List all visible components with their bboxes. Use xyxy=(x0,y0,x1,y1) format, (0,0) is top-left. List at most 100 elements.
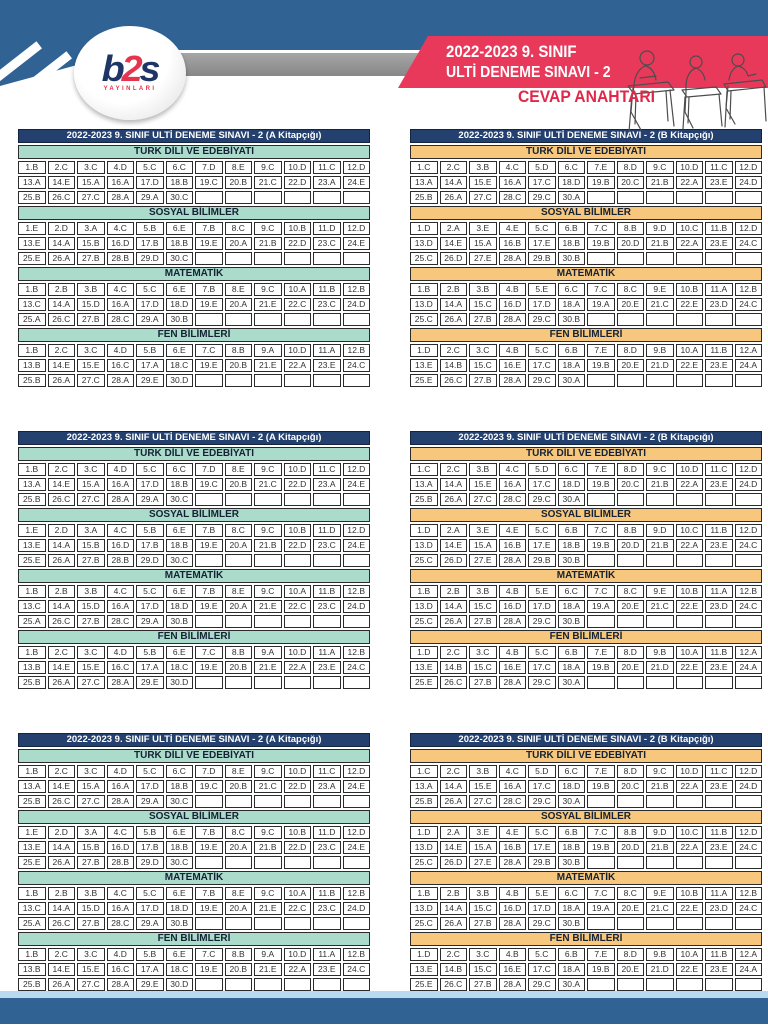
answer-cell: 5.D xyxy=(528,765,556,778)
answer-cell: 18.B xyxy=(165,237,193,250)
empty-cell xyxy=(283,615,311,628)
answer-cell: 18.D xyxy=(557,780,585,793)
answer-cell: 26.A xyxy=(47,374,75,387)
answer-cell: 16.D xyxy=(106,237,134,250)
answer-cell: 23.E xyxy=(705,780,733,793)
answer-cell: 21.B xyxy=(254,539,282,552)
answer-cell: 17.D xyxy=(136,600,164,613)
answer-cell: 29.E xyxy=(136,676,164,689)
answer-cell: 17.A xyxy=(136,963,164,976)
answer-key-table-b-copy1: 2022-2023 9. SINIF ULTİ DENEME SINAVI - … xyxy=(408,127,764,389)
answer-cell: 26.A xyxy=(439,191,467,204)
empty-cell xyxy=(705,191,733,204)
answer-cell: 27.B xyxy=(469,676,497,689)
answer-cell: 9.C xyxy=(254,765,282,778)
answer-cell: 14.E xyxy=(47,478,75,491)
answer-cell: 1.B xyxy=(18,463,46,476)
answer-cell: 22.C xyxy=(283,298,311,311)
answer-cell: 4.C xyxy=(106,283,134,296)
answer-cell: 19.B xyxy=(587,661,615,674)
answer-cell: 13.B xyxy=(18,359,46,372)
answer-cell: 6.C xyxy=(557,765,585,778)
answer-cell: 6.C xyxy=(165,463,193,476)
table-title: 2022-2023 9. SINIF ULTİ DENEME SINAVI - … xyxy=(410,129,762,143)
answer-cell: 1.E xyxy=(18,524,46,537)
empty-cell xyxy=(734,615,762,628)
answer-key-label: CEVAP ANAHTARI xyxy=(517,88,655,106)
answer-cell: 25.B xyxy=(18,493,46,506)
answer-cell: 20.A xyxy=(224,237,252,250)
answer-cell: 19.A xyxy=(587,298,615,311)
answer-cell: 23.C xyxy=(313,600,341,613)
empty-cell xyxy=(254,554,282,567)
empty-cell xyxy=(254,615,282,628)
answer-cell: 13.A xyxy=(410,780,438,793)
answer-cell: 17.A xyxy=(136,359,164,372)
empty-cell xyxy=(616,313,644,326)
answer-cell: 8.C xyxy=(224,222,252,235)
empty-cell xyxy=(675,493,703,506)
answer-cell: 19.E xyxy=(195,359,223,372)
answer-cell: 24.E xyxy=(342,539,370,552)
answer-cell: 22.C xyxy=(283,902,311,915)
answer-cell: 30.A xyxy=(557,795,585,808)
empty-cell xyxy=(705,676,733,689)
answer-cell: 25.A xyxy=(18,313,46,326)
answer-cell: 10.D xyxy=(283,344,311,357)
answer-cell: 22.A xyxy=(675,780,703,793)
answer-cell: 18.C xyxy=(165,661,193,674)
answer-cell: 9.E xyxy=(646,585,674,598)
answer-cell: 25.B xyxy=(18,191,46,204)
answer-cell: 21.B xyxy=(646,478,674,491)
answer-cell: 3.E xyxy=(469,222,497,235)
answer-cell: 17.C xyxy=(528,963,556,976)
empty-cell xyxy=(616,917,644,930)
answer-cell: 24.A xyxy=(734,359,762,372)
answer-cell: 20.A xyxy=(224,600,252,613)
answer-cell: 12.B xyxy=(342,948,370,961)
answer-cell: 17.B xyxy=(136,237,164,250)
answer-cell: 1.D xyxy=(410,524,438,537)
answer-cell: 2.C xyxy=(439,646,467,659)
empty-cell xyxy=(646,554,674,567)
banner-line2: ULTİ DENEME SINAVI - 2 xyxy=(446,64,611,81)
answer-cell: 27.B xyxy=(77,615,105,628)
empty-cell xyxy=(195,374,223,387)
answer-cell: 24.C xyxy=(734,600,762,613)
answer-cell: 25.E xyxy=(410,676,438,689)
subject-header: MATEMATİK xyxy=(18,871,370,885)
answer-cell: 25.B xyxy=(18,795,46,808)
answer-cell: 17.D xyxy=(528,298,556,311)
empty-cell xyxy=(675,856,703,869)
answer-cell: 27.C xyxy=(77,374,105,387)
empty-cell xyxy=(587,856,615,869)
empty-cell xyxy=(616,795,644,808)
answer-cell: 13.A xyxy=(410,176,438,189)
empty-cell xyxy=(587,313,615,326)
empty-cell xyxy=(224,676,252,689)
answer-cell: 11.A xyxy=(705,283,733,296)
answer-cell: 5.B xyxy=(136,826,164,839)
answer-cell: 7.C xyxy=(587,524,615,537)
answer-cell: 10.B xyxy=(283,524,311,537)
answer-cell: 3.B xyxy=(469,765,497,778)
answer-cell: 5.B xyxy=(136,948,164,961)
answer-cell: 6.C xyxy=(557,161,585,174)
answer-cell: 20.D xyxy=(616,237,644,250)
empty-cell xyxy=(646,917,674,930)
answer-cell: 24.C xyxy=(342,359,370,372)
empty-cell xyxy=(646,615,674,628)
answer-cell: 22.D xyxy=(283,176,311,189)
answer-cell: 12.D xyxy=(342,826,370,839)
answer-cell: 22.A xyxy=(675,478,703,491)
empty-cell xyxy=(675,676,703,689)
answer-cell: 30.A xyxy=(557,493,585,506)
answer-cell: 15.D xyxy=(77,600,105,613)
answer-cell: 29.A xyxy=(136,191,164,204)
answer-cell: 20.D xyxy=(616,841,644,854)
answer-cell: 20.C xyxy=(616,176,644,189)
empty-cell xyxy=(224,856,252,869)
answer-cell: 5.E xyxy=(528,283,556,296)
answer-cell: 19.B xyxy=(587,237,615,250)
answer-cell: 18.B xyxy=(557,539,585,552)
